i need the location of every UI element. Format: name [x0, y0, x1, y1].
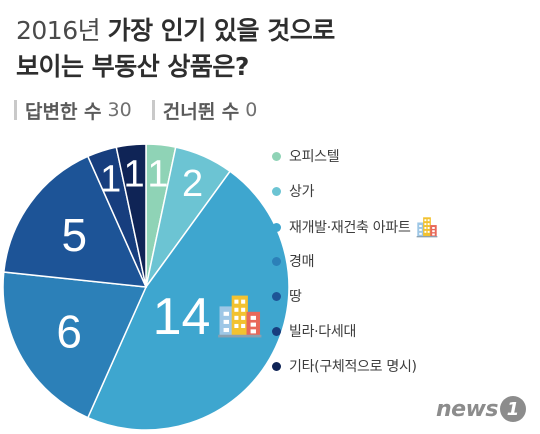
answered-label: 답변한 수 [25, 100, 102, 123]
legend-item: 땅 [272, 286, 302, 306]
skipped-label: 건너뛴 수 [162, 100, 240, 123]
stats-divider [151, 100, 155, 120]
legend-item: 기타(구체적으로 명시) [272, 356, 417, 376]
slice-value-label: 1 [123, 154, 144, 196]
title-question-part2: 보이는 부동산 상품은? [16, 52, 249, 81]
pie-slice [86, 170, 290, 431]
logo-badge: 1 [500, 396, 526, 422]
legend-item: 상가 [272, 181, 314, 201]
legend-item: 빌라·다세대 [272, 321, 356, 341]
title-year: 2016년 [16, 16, 101, 45]
pie-slice [2, 155, 148, 288]
response-stats: 답변한 수 30 건너뛴 수 0 [14, 96, 257, 124]
legend-dot [272, 291, 281, 301]
slice-value-label: 2 [182, 163, 203, 205]
slice-value-label: 6 [56, 305, 82, 357]
legend-dot [272, 326, 281, 336]
pie-slice [115, 143, 147, 288]
legend-label: 기타(구체적으로 명시) [289, 359, 417, 375]
page-title-line1: 2016년 가장 인기 있을 것으로 [16, 16, 335, 46]
slice-value-label: 14 [153, 288, 211, 346]
legend-label: 오피스텔 [289, 149, 340, 165]
skipped-value: 0 [245, 99, 258, 121]
pie-slice [2, 271, 148, 419]
legend-label: 재개발·재건축 아파트 [289, 220, 411, 236]
legend-dot [272, 256, 281, 266]
legend-label: 빌라·다세대 [289, 324, 357, 340]
legend-dot [272, 361, 281, 371]
legend-item: 재개발·재건축 아파트 [272, 216, 439, 238]
legend-dot [272, 222, 281, 232]
news1-logo: news 1 [436, 396, 526, 422]
legend-dot [272, 186, 281, 196]
legend-item: 오피스텔 [272, 146, 340, 166]
legend-item: 경매 [272, 251, 314, 271]
answered-value: 30 [107, 99, 132, 121]
legend-label: 경매 [289, 254, 315, 270]
slice-value-label: 1 [100, 158, 121, 200]
building-icon [416, 217, 437, 238]
slice-value-label: 1 [147, 154, 168, 196]
logo-word: news [435, 396, 499, 422]
page-title-line2: 보이는 부동산 상품은? [16, 52, 249, 82]
building-icon [416, 217, 437, 238]
slice-value-label: 5 [61, 209, 87, 261]
building-icon [218, 295, 262, 338]
legend-label: 상가 [289, 184, 315, 200]
legend-label: 땅 [289, 289, 302, 305]
stats-divider [14, 100, 17, 120]
legend-dot [272, 151, 281, 161]
title-question-part1: 가장 인기 있을 것으로 [107, 16, 336, 45]
